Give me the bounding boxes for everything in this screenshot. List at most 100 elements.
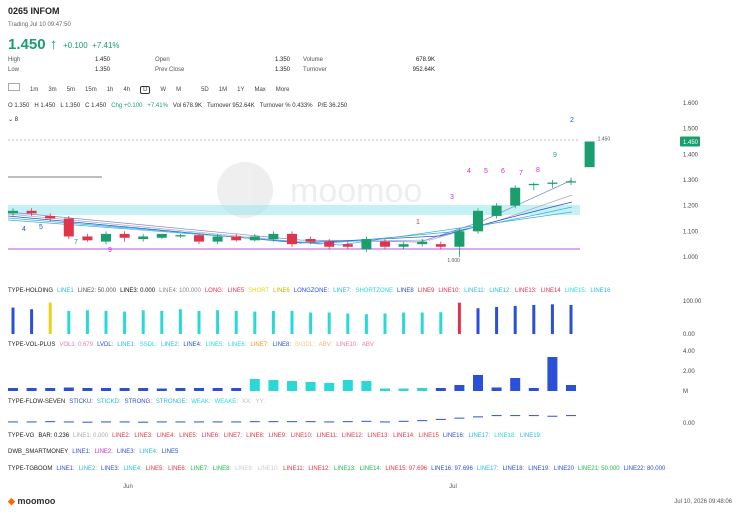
indicator-item: LINE4: 100.000: [159, 288, 201, 294]
zone-band: [8, 205, 580, 215]
indicator-item: LINE5: [227, 288, 244, 294]
stat-label: High: [8, 57, 21, 63]
indicator-item: LINE8: [397, 288, 414, 294]
indicator-legend: TYPE-VOL-PLUS VOL1: 0.679 LVDL: LINE1: SSDL:…: [8, 342, 374, 348]
candle-body: [305, 239, 316, 242]
volume-bar: [566, 385, 576, 391]
indicator-item: LINE10:: [438, 288, 460, 294]
indicator-item: LINE11:: [317, 433, 339, 439]
indicator-item: LINE2: 50.000: [78, 288, 117, 294]
indicator-item: LONG:: [205, 288, 224, 294]
indicator-item: LINE22: 80.000: [624, 466, 666, 472]
indicator-item: LINE8:: [213, 466, 232, 472]
indicator-item: WEAKE:: [215, 399, 239, 405]
indicator-name: DWB_SMARTMONEY: [8, 449, 68, 455]
volume-bar: [380, 388, 390, 391]
indicator-item: LINE16: [590, 288, 611, 294]
holding-bar: [216, 310, 220, 334]
indicator-item: LINE6:: [228, 342, 247, 348]
indicator-item: LINE17:: [469, 433, 491, 439]
ohlc-item: P/E 36.250: [317, 103, 348, 109]
indicator-item: LINE5: [162, 449, 179, 455]
indicator-item: LINE7:: [224, 433, 243, 439]
signal-label: 1: [416, 219, 420, 226]
timeframe-button[interactable]: 1m: [30, 87, 39, 93]
holding-bar: [30, 309, 34, 334]
stat-value: 1.350: [94, 67, 110, 73]
volume-bar: [361, 381, 372, 391]
stat-value: 1.350: [274, 67, 290, 73]
holding-bar: [48, 302, 52, 334]
high-label: 1.450: [598, 137, 611, 143]
indicator-item: LINE7:: [190, 466, 209, 472]
candle-body: [63, 218, 74, 237]
collapse[interactable]: ⌄ 8: [8, 117, 19, 123]
candle-body: [212, 236, 223, 242]
holding-bar: [290, 310, 294, 334]
indicator-item: LINE14:: [393, 433, 415, 439]
indicator-item: LINE10:: [336, 342, 358, 348]
y-tick-label: 1.600: [683, 101, 699, 107]
timeframe-button[interactable]: 1Y: [237, 87, 245, 93]
timeframe-button[interactable]: M: [176, 87, 182, 93]
indicator-item: LINE21: 50.000: [578, 466, 620, 472]
indicator-legend: TYPE-HOLDING LINE1 LINE2: 50.000 LINE3: 0.0…: [8, 288, 611, 294]
change-abs: +0.100: [63, 41, 88, 50]
indicator-item: LINE4:: [157, 433, 176, 439]
y-tick-label: 1.400: [683, 152, 699, 158]
indicator-item: LINE8:: [273, 342, 292, 348]
indicator-item: LINE19:: [528, 466, 550, 472]
volume-bar: [324, 383, 335, 391]
volume-bar: [454, 385, 465, 391]
indicator-legend: DWB_SMARTMONEY LINE1: LINE2: LINE3: LINE4: LI…: [8, 449, 179, 455]
timeframe-button[interactable]: Max: [254, 87, 266, 93]
timeframe-button[interactable]: 15m: [85, 87, 97, 93]
timeframe-button[interactable]: D: [140, 86, 151, 94]
indicator-item: ABV: [362, 342, 374, 348]
candle-body: [156, 233, 167, 238]
indicator-item: LONGZONE:: [294, 288, 330, 294]
indicator-legend: TYPE-TGBOOM LINE1: LINE2: LINE3: LINE4: LINE5…: [8, 466, 666, 472]
panel-tick-label: 0.00: [683, 421, 695, 427]
candle-body-current: [584, 141, 595, 168]
timeframe-button[interactable]: 3m: [48, 87, 57, 93]
timeframe-button[interactable]: W: [160, 87, 167, 93]
holding-bar: [420, 312, 424, 334]
signal-label: 5: [39, 224, 43, 231]
indicator-item: LINE10:: [257, 466, 279, 472]
holding-bar: [569, 304, 573, 334]
toolbar: 1m 3m 5m 15m 1h 4h D W M 5D 1M 1Y Max More: [8, 83, 299, 94]
indicator-item: LINE2:: [79, 466, 98, 472]
panel-tick-label: 2.00: [683, 369, 695, 375]
indicator-item: LINE1:: [117, 342, 136, 348]
candle-body: [454, 231, 465, 247]
timeframe-button[interactable]: 4h: [123, 87, 131, 93]
indicator-item: LINE1: [57, 288, 74, 294]
indicator-item: LINE6:: [201, 433, 220, 439]
timeframe-button[interactable]: 5m: [66, 87, 76, 93]
candle-body: [249, 236, 260, 241]
y-tick-label: 1.200: [683, 204, 699, 210]
y-tick-label: 1.100: [683, 229, 699, 235]
timeframe-button[interactable]: 1h: [106, 87, 114, 93]
indicator-item: LINE11:: [464, 288, 486, 294]
volume-bar: [249, 379, 260, 391]
candle-body: [417, 241, 428, 245]
indicator-item: LINE12:: [489, 288, 511, 294]
collapse-count: 8: [14, 117, 19, 123]
indicator-name: TYPE-FLOW-SEVEN: [8, 399, 65, 405]
candle-body: [435, 244, 446, 247]
holding-bar: [234, 310, 238, 334]
timeframe-button[interactable]: More: [275, 87, 290, 93]
timeframe-button[interactable]: 1M: [218, 87, 228, 93]
menu-icon[interactable]: [8, 83, 20, 91]
indicator-item: LINE8:: [246, 433, 265, 439]
volume-bar: [287, 381, 297, 391]
timeframe-button[interactable]: 5D: [201, 87, 209, 93]
stat-label: Low: [8, 67, 20, 73]
indicator-item: SHORTZONE: [355, 288, 393, 294]
volume-bar: [491, 387, 502, 391]
candle-body: [268, 233, 279, 240]
stat-label: Volume: [303, 57, 324, 63]
